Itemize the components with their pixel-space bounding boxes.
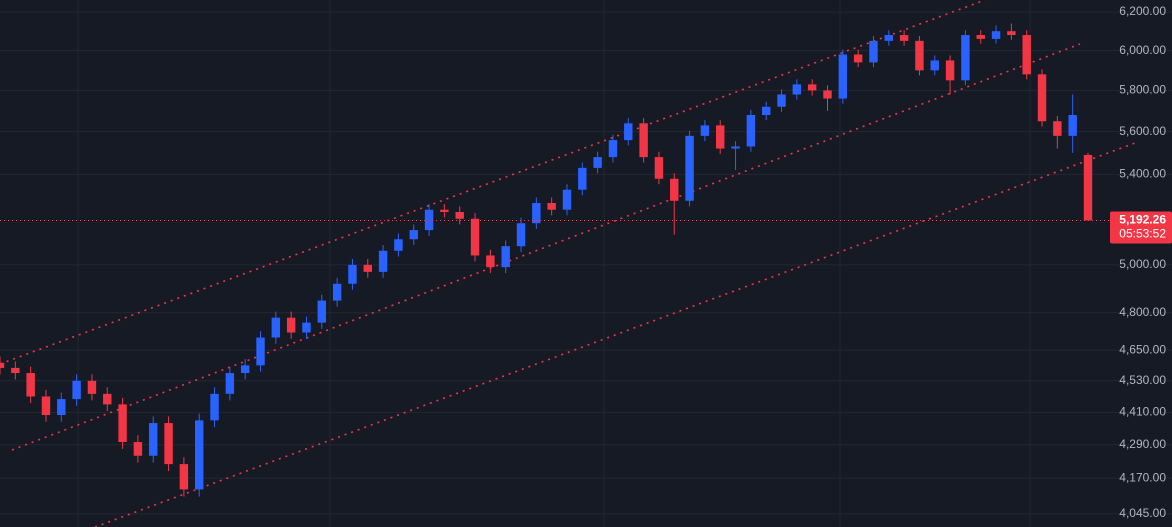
candle-body [1053, 121, 1062, 136]
candle-body [608, 140, 618, 158]
countdown-label: 05:53:52 [1119, 227, 1166, 241]
candle-body [823, 90, 832, 99]
candle-body [930, 60, 939, 71]
candle-body [164, 423, 173, 465]
candle-body [378, 250, 388, 272]
candle-body [256, 337, 265, 366]
candle-body [455, 211, 464, 219]
y-tick-label: 4,290.00 [1119, 437, 1166, 451]
y-tick-label: 5,400.00 [1119, 167, 1166, 181]
candle-body [0, 362, 5, 368]
candle-body [332, 283, 342, 301]
candle-body [685, 135, 694, 201]
candle-body [1037, 74, 1047, 122]
candle-body [976, 35, 985, 39]
candle-body [194, 420, 204, 490]
candle-body [440, 209, 449, 212]
candle-body [532, 203, 541, 224]
candle-body [731, 146, 740, 149]
candle-body [302, 322, 311, 333]
candle-body [746, 114, 756, 147]
candle-body [838, 54, 848, 99]
candle-body [501, 246, 510, 268]
candle-body [271, 317, 281, 338]
candle-body [26, 373, 35, 397]
y-tick-label: 4,800.00 [1119, 305, 1166, 319]
y-tick-label: 6,000.00 [1119, 43, 1166, 57]
channel-middle [11, 43, 1081, 451]
y-tick-label: 4,170.00 [1119, 470, 1166, 484]
candle-body [149, 423, 158, 456]
candle-body [133, 442, 143, 456]
candle-body [424, 209, 434, 231]
price-axis: 6,200.00 6,000.00 5,800.00 5,600.00 5,400.00… [0, 4, 1172, 520]
candle-body [87, 380, 97, 394]
candle-body [945, 60, 955, 81]
y-tick-label: 5,600.00 [1119, 124, 1166, 138]
candle-body [516, 223, 526, 247]
candle-body [899, 35, 909, 41]
y-tick-label: 5,800.00 [1119, 83, 1166, 97]
y-tick-label: 4,410.00 [1119, 405, 1166, 419]
candle-body [409, 230, 418, 240]
candle-body [72, 380, 81, 400]
candle-body [578, 167, 587, 190]
channel-lines [0, 0, 1136, 527]
candle-body [118, 404, 127, 443]
candle-body [394, 239, 403, 251]
channel-lower [94, 142, 1136, 527]
candle-body [562, 189, 572, 210]
y-tick-label: 4,045.00 [1119, 506, 1166, 520]
candle-body [547, 203, 556, 210]
candle-body [639, 123, 648, 158]
candle-body [363, 264, 372, 272]
candle-body [792, 84, 802, 95]
candle-body [470, 218, 480, 256]
candle-body [1083, 154, 1093, 221]
candle-body [915, 40, 924, 71]
candle-body [486, 255, 495, 268]
channel-upper [0, 0, 986, 365]
candle-body [348, 264, 357, 284]
candle-body [317, 300, 327, 323]
candle-body [716, 125, 725, 149]
last-price-box [1110, 211, 1172, 244]
candles [0, 23, 1093, 497]
candle-body [1022, 35, 1031, 75]
candle-body [624, 123, 633, 141]
vertical-grid [77, 0, 1031, 527]
candle-body [103, 393, 112, 405]
candle-body [869, 40, 878, 63]
candle-body [1007, 31, 1016, 36]
y-tick-label: 4,530.00 [1119, 373, 1166, 387]
candle-body [240, 365, 250, 374]
grid [0, 11, 1172, 515]
candle-body [11, 367, 20, 374]
candle-body [57, 399, 66, 416]
candle-body [179, 464, 189, 490]
candle-body [593, 157, 602, 168]
candle-body [807, 84, 817, 91]
y-tick-label: 6,200.00 [1119, 4, 1166, 18]
candle-body [884, 35, 894, 41]
y-tick-label: 4,650.00 [1119, 342, 1166, 356]
candle-body [670, 178, 679, 201]
y-tick-label: 5,000.00 [1119, 257, 1166, 271]
candle-body [700, 125, 710, 136]
candle-body [210, 393, 219, 421]
last-price-label: 5,192.26 [1119, 213, 1166, 227]
candle-body [41, 396, 51, 416]
candle-body [777, 94, 786, 107]
candle-body [761, 106, 771, 115]
candle-body [1068, 114, 1077, 136]
candle-body [286, 317, 296, 333]
candle-body [961, 35, 970, 81]
candle-body [225, 373, 235, 394]
candle-body [991, 31, 1001, 39]
candle-body [853, 54, 863, 63]
candle-body [654, 157, 664, 179]
